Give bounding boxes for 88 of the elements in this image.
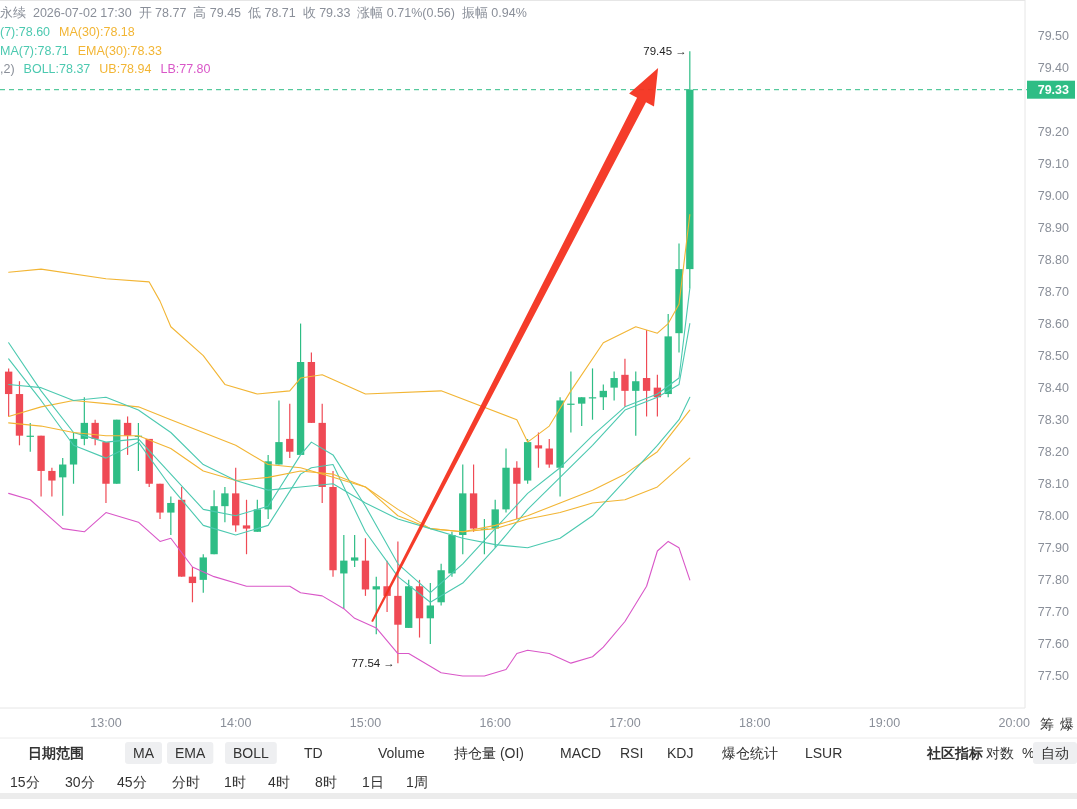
x-tick-label: 17:00 bbox=[609, 716, 641, 730]
y-tick-label: 78.80 bbox=[1037, 252, 1070, 267]
x-tick-label: 16:00 bbox=[479, 716, 511, 730]
x-tick-label: 14:00 bbox=[220, 716, 252, 730]
text: 自动 bbox=[1041, 745, 1069, 761]
candlestick bbox=[426, 582, 434, 645]
text: 分时 bbox=[172, 774, 200, 790]
text: 爆仓统计 bbox=[722, 745, 778, 761]
candlestick bbox=[578, 396, 586, 427]
y-tick-label: 78.50 bbox=[1037, 349, 1070, 364]
candlestick bbox=[221, 486, 229, 523]
candlestick bbox=[275, 399, 283, 466]
y-tick-label: 77.60 bbox=[1037, 637, 1070, 652]
y-tick-label: 78.40 bbox=[1037, 381, 1070, 396]
text: 对数 bbox=[986, 745, 1014, 761]
ref-line-label: 79.33 bbox=[1037, 83, 1070, 98]
y-tick-label: 79.40 bbox=[1037, 60, 1070, 75]
y-tick-label: 78.00 bbox=[1037, 509, 1070, 524]
annotation: EMA(30):78.33 bbox=[77, 44, 162, 58]
annotation: UB:78.94 bbox=[99, 62, 152, 76]
text: BOLL bbox=[233, 745, 270, 761]
candlestick bbox=[610, 371, 618, 402]
annotation: BOLL:78.37 bbox=[23, 62, 91, 76]
text: MA bbox=[133, 745, 155, 761]
x-tick-label: 13:00 bbox=[90, 716, 122, 730]
text: 社区指标 bbox=[926, 745, 983, 761]
annotation: 77.54 → bbox=[351, 657, 395, 670]
text: RSI bbox=[620, 745, 644, 761]
x-tick-label: 19:00 bbox=[868, 716, 901, 730]
text: 1时 bbox=[224, 774, 246, 790]
candlestick bbox=[513, 460, 521, 520]
candlestick bbox=[350, 534, 359, 568]
x-tick-label: 20:00 bbox=[998, 716, 1030, 730]
candlestick bbox=[286, 403, 294, 459]
annotation: LB:77.80 bbox=[160, 62, 211, 76]
candlestick bbox=[340, 534, 348, 610]
text: 1日 bbox=[362, 774, 384, 790]
text: 筹 bbox=[1040, 716, 1054, 732]
y-tick-label: 79.20 bbox=[1037, 124, 1070, 139]
y-tick-label: 78.20 bbox=[1037, 445, 1070, 460]
y-tick-label: 78.70 bbox=[1037, 285, 1070, 300]
annotation: MA(7):78.71 bbox=[0, 44, 69, 58]
candlestick bbox=[4, 367, 13, 418]
text: 4时 bbox=[268, 774, 290, 790]
text: 8时 bbox=[315, 774, 337, 790]
text: 日期范围 bbox=[28, 745, 84, 761]
candlestick bbox=[545, 438, 553, 469]
text: 1周 bbox=[406, 774, 428, 790]
text: KDJ bbox=[667, 745, 694, 761]
text: MACD bbox=[560, 745, 602, 761]
x-tick-label: 18:00 bbox=[739, 716, 771, 730]
text: 30分 bbox=[65, 774, 95, 790]
annotation: ,2) bbox=[0, 62, 15, 76]
y-tick-label: 79.50 bbox=[1037, 28, 1070, 43]
line-series bbox=[8, 492, 691, 677]
candlestick bbox=[167, 495, 175, 536]
x-tick-label: 15:00 bbox=[349, 716, 382, 730]
candlestick bbox=[242, 499, 251, 555]
y-tick-label: 77.70 bbox=[1037, 605, 1070, 620]
y-tick-label: 78.60 bbox=[1037, 317, 1070, 332]
y-tick-label: 78.30 bbox=[1037, 413, 1070, 428]
y-tick-label: 78.90 bbox=[1037, 220, 1070, 235]
candlestick bbox=[91, 419, 99, 446]
annotation: 永续 2026-07-02 17:30 开 78.77 高 79.45 低 78.71 收 79.33 涨幅 0.71%(0.56) 振幅 0.94% bbox=[0, 5, 527, 20]
y-tick-label: 77.90 bbox=[1037, 541, 1070, 556]
text: TD bbox=[304, 745, 323, 761]
candlestick bbox=[642, 329, 651, 418]
y-tick-label: 79.00 bbox=[1037, 188, 1070, 203]
annotation: MA(30):78.18 bbox=[59, 25, 135, 39]
y-tick-label: 77.80 bbox=[1037, 573, 1070, 588]
candlestick bbox=[199, 553, 207, 594]
text: 15分 bbox=[10, 774, 40, 790]
y-tick-label: 77.50 bbox=[1037, 669, 1070, 684]
candlestick bbox=[632, 371, 640, 437]
annotation: 79.45 → bbox=[643, 45, 687, 58]
candlestick bbox=[534, 431, 543, 469]
text: 爆 bbox=[1060, 716, 1074, 732]
text: 持仓量 (OI) bbox=[454, 745, 524, 761]
y-tick-label: 79.10 bbox=[1037, 156, 1070, 171]
annotation: (7):78.60 bbox=[0, 25, 51, 39]
line-series bbox=[8, 214, 691, 443]
candlestick bbox=[621, 358, 629, 408]
text: 45分 bbox=[117, 774, 147, 790]
y-tick-label: 78.10 bbox=[1037, 477, 1070, 492]
text: LSUR bbox=[805, 745, 843, 761]
candlestick bbox=[48, 467, 56, 498]
text: EMA bbox=[175, 745, 206, 761]
text: Volume bbox=[378, 745, 425, 761]
